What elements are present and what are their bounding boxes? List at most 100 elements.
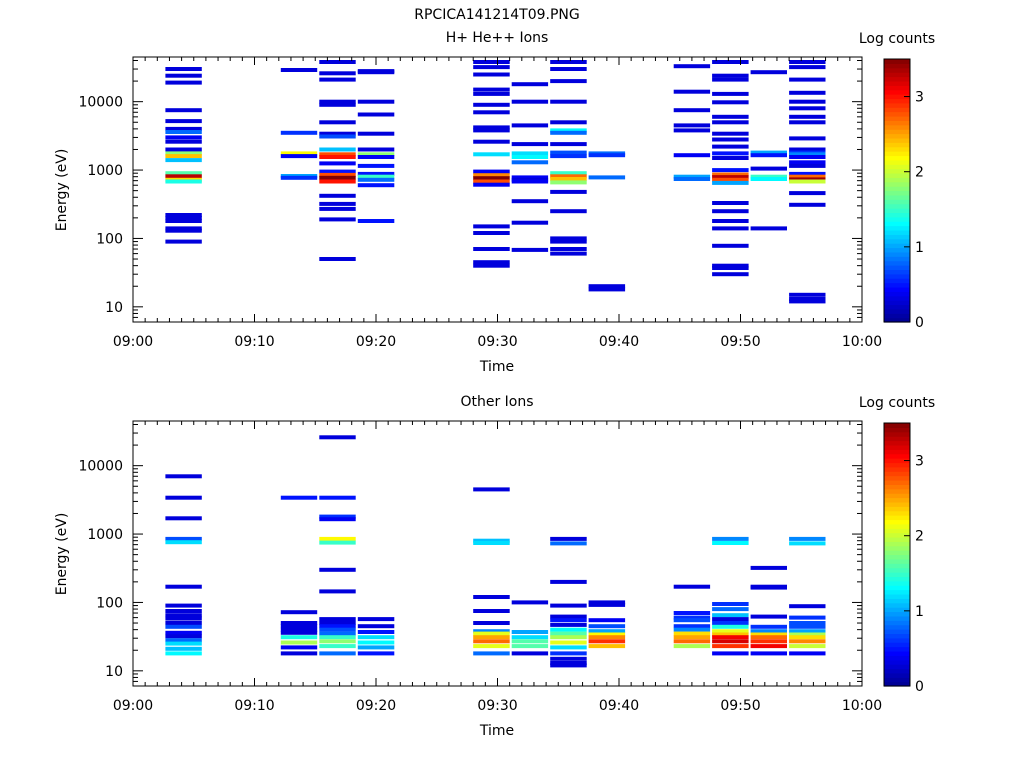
p2-xtick-label: 09:00 [113, 698, 153, 714]
p2-cell [165, 540, 202, 545]
p2-cell [319, 536, 356, 541]
p1-cell [712, 263, 749, 268]
p1-colorbar-segment [884, 278, 910, 284]
p2-colorbar-segment [884, 598, 910, 604]
p1-cell [789, 120, 826, 125]
p2-colorbar-segment [884, 589, 910, 595]
p1-cell [789, 65, 826, 70]
p2-cell [712, 629, 749, 634]
p1-cell [319, 201, 356, 206]
p2-cell [165, 638, 202, 643]
p1-cell [357, 163, 395, 168]
p2-cell [789, 621, 826, 625]
panel-other-ions: Other Ions 09:00 09:10 09:20 09:30 09:40 09:5… [54, 394, 935, 739]
p1-cell [550, 189, 587, 194]
p2-cell [319, 617, 356, 622]
p1-colorbar-segment [884, 265, 910, 270]
p2-cell [550, 614, 587, 619]
p1-cell [712, 60, 749, 64]
colorbar1-label: Log counts [859, 31, 935, 47]
p1-colorbar-tick-label: 0 [915, 315, 924, 331]
p1-colorbar-segment [884, 151, 910, 157]
p2-colorbar-segment [884, 488, 910, 494]
p1-cell [473, 173, 510, 178]
p2-colorbar-segment [884, 519, 910, 525]
p2-colorbar-segment [884, 615, 910, 621]
p2-cell [673, 635, 711, 640]
p1-cell [550, 174, 587, 179]
p2-colorbar-segment [884, 650, 910, 656]
p1-cell [550, 120, 587, 125]
p2-colorbar-segment [884, 659, 910, 665]
p1-cell [789, 174, 826, 179]
p2-colorbar-tick-label: 1 [915, 604, 924, 620]
p1-cell [789, 155, 826, 159]
p1-colorbar-segment [884, 216, 910, 222]
p1-colorbar-segment [884, 251, 910, 257]
panel1-cells [165, 60, 826, 304]
p2-cell [673, 639, 711, 644]
p1-cell [712, 177, 749, 182]
p1-cell [511, 142, 549, 147]
p2-cell [280, 640, 318, 645]
p1-cell [550, 236, 587, 241]
p1-cell [473, 87, 510, 92]
p1-colorbar-frame [883, 58, 911, 323]
p1-colorbar-segment [884, 98, 910, 104]
p2-cell [789, 632, 826, 637]
p1-colorbar-segment [884, 208, 910, 214]
p1-xtick-label: 09:40 [599, 334, 639, 350]
p1-colorbar-segment [884, 102, 910, 108]
p2-cell [319, 644, 356, 649]
p2-colorbar-segment [884, 532, 910, 538]
p1-cell [550, 142, 587, 147]
p1-colorbar-tick-label: 2 [915, 165, 924, 181]
p1-cell [319, 175, 356, 180]
p1-cell [550, 79, 587, 84]
p1-colorbar-segment [884, 260, 910, 266]
p1-colorbar-segment [884, 300, 910, 306]
p1-cell [550, 130, 587, 135]
p2-cell [280, 495, 318, 500]
p2-cell [165, 641, 202, 646]
p2-colorbar-segment [884, 550, 910, 556]
p2-cell [357, 630, 395, 634]
p1-cell [789, 60, 826, 64]
p2-cell [588, 629, 626, 634]
p2-colorbar-segment [884, 620, 910, 626]
p1-cell [280, 151, 318, 156]
p1-colorbar-segment [884, 159, 910, 165]
p1-cell [473, 224, 510, 229]
p1-cell [357, 112, 395, 117]
p1-cell [789, 163, 826, 168]
p1-colorbar-segment [884, 146, 910, 152]
p1-ytick-label: 100 [96, 231, 123, 247]
p2-cell [473, 639, 510, 644]
panel2-axes: 09:00 09:10 09:20 09:30 09:40 09:50 10:00 10 100… [78, 421, 882, 714]
p2-colorbar-segment [884, 563, 910, 569]
p1-cell [550, 239, 587, 244]
p2-cell [319, 621, 356, 625]
p1-cell [357, 152, 395, 157]
p2-cell [319, 517, 356, 522]
p2-cell [357, 651, 395, 656]
p1-colorbar-segment [884, 181, 910, 187]
p1-cell [588, 287, 626, 292]
p2-colorbar-segment [884, 536, 910, 542]
p1-cell [473, 182, 510, 187]
p1-cell [319, 102, 356, 107]
p2-colorbar-segment [884, 466, 910, 472]
p1-cell [280, 130, 318, 135]
p1-cell [712, 120, 749, 125]
p1-colorbar-segment [884, 203, 910, 209]
p1-cell [588, 284, 626, 289]
p1-cell [673, 89, 711, 94]
p1-colorbar-segment [884, 295, 910, 301]
p2-xtick-label: 09:40 [599, 698, 639, 714]
p2-colorbar-segment [884, 528, 910, 534]
p1-cell [357, 171, 395, 176]
p2-colorbar-segment [884, 493, 910, 499]
p1-cell [357, 147, 395, 152]
colorbar1: 0 1 2 3 [883, 58, 924, 331]
p2-colorbar-segment [884, 585, 910, 591]
